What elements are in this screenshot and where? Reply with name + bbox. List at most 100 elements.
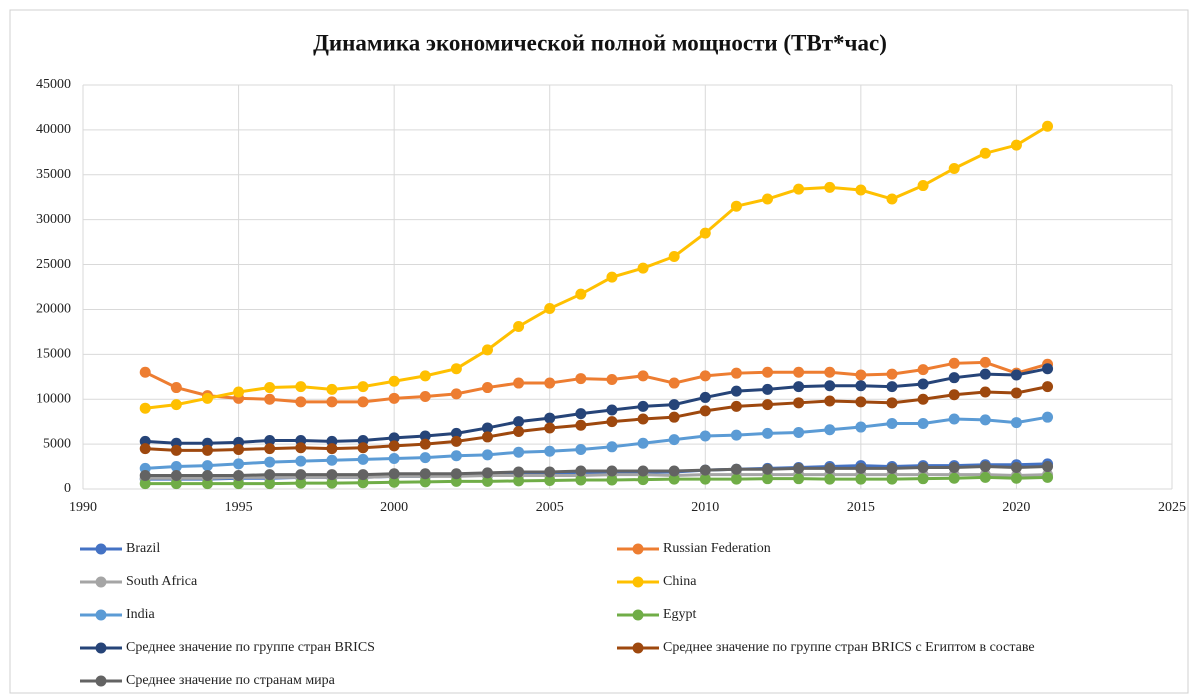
data-point [1042,120,1054,132]
data-point [793,183,805,195]
data-point [699,430,711,442]
data-point [481,422,493,434]
data-point [793,366,805,378]
data-point [637,437,649,449]
data-point [295,455,307,467]
data-point [544,445,556,457]
data-point [668,434,680,446]
data-point [668,473,680,485]
legend-label: Egypt [663,607,697,622]
data-point [1042,471,1054,483]
data-point [513,466,525,478]
data-point [824,181,836,193]
legend-marker [95,609,107,621]
y-tick-label: 25000 [36,257,71,272]
data-point [419,430,431,442]
data-point [201,478,213,490]
data-point [979,461,991,473]
data-point [357,442,369,454]
data-point [513,426,525,438]
data-point [979,147,991,159]
data-point [855,369,867,381]
data-point [668,377,680,389]
data-point [730,429,742,441]
data-point [513,377,525,389]
data-point [917,417,929,429]
data-point [170,382,182,394]
data-point [886,193,898,205]
data-point [295,477,307,489]
data-point [886,397,898,409]
data-point [637,474,649,486]
data-point [233,478,245,490]
x-tick-label: 2020 [1002,500,1030,515]
data-point [326,454,338,466]
data-point [855,396,867,408]
data-point [886,417,898,429]
data-point [139,366,151,378]
data-point [388,476,400,488]
data-point [699,464,711,476]
y-tick-label: 15000 [36,347,71,362]
data-point [326,443,338,455]
data-point [762,366,774,378]
data-point [481,344,493,356]
legend-label: Russian Federation [663,541,771,556]
legend-marker [95,642,107,654]
data-point [637,370,649,382]
data-point [170,444,182,456]
data-point [886,368,898,380]
data-point [481,449,493,461]
data-point [606,271,618,283]
data-point [139,402,151,414]
x-tick-label: 2000 [380,500,408,515]
data-point [513,416,525,428]
data-point [388,375,400,387]
data-point [326,469,338,481]
data-point [793,397,805,409]
y-tick-label: 30000 [36,212,71,227]
data-point [917,473,929,485]
data-point [419,391,431,403]
data-point [544,474,556,486]
data-point [1010,417,1022,429]
legend-label: China [663,574,697,589]
data-point [450,363,462,375]
data-point [544,377,556,389]
data-point [388,468,400,480]
data-point [979,368,991,380]
data-point [824,380,836,392]
data-point [201,392,213,404]
data-point [264,456,276,468]
legend-marker [95,576,107,588]
data-point [419,476,431,488]
data-point [419,370,431,382]
data-point [979,414,991,426]
data-point [979,356,991,368]
data-point [233,470,245,482]
data-point [730,400,742,412]
data-point [170,478,182,490]
data-point [295,442,307,454]
data-point [948,389,960,401]
data-point [824,395,836,407]
data-point [388,440,400,452]
data-point [264,469,276,481]
data-point [606,474,618,486]
data-point [233,443,245,455]
data-point [824,366,836,378]
data-point [357,396,369,408]
data-point [917,393,929,405]
data-point [264,435,276,447]
data-point [793,426,805,438]
data-point [668,399,680,411]
data-point [886,381,898,393]
data-point [357,453,369,465]
legend-marker [95,543,107,555]
y-tick-label: 45000 [36,77,71,92]
data-point [544,422,556,434]
data-point [699,473,711,485]
data-point [1042,381,1054,393]
data-point [357,469,369,481]
